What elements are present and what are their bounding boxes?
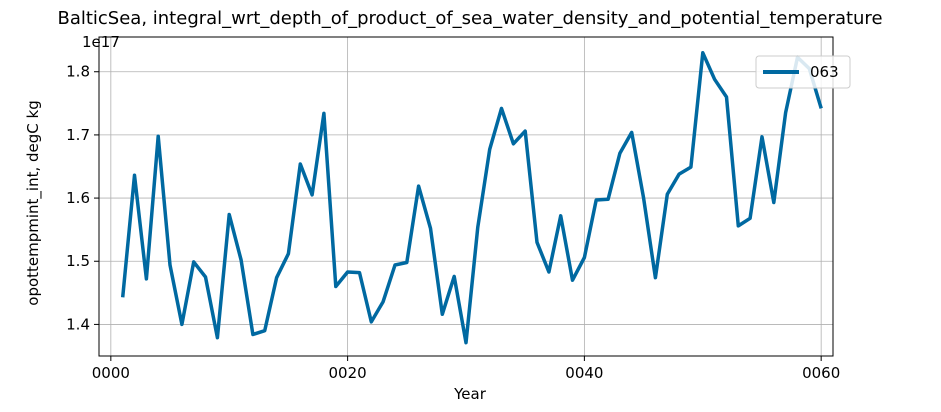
plot-frame [98,36,834,357]
y-tick-label: 1.8 [66,63,90,81]
y-axis-offset-label: 1e17 [82,33,120,51]
y-tick-label: 1.7 [66,126,90,144]
y-tick-label: 1.4 [66,315,90,333]
x-axis-ticks: 0000 0020 0040 0060 [92,356,840,382]
legend-box [755,55,851,89]
x-axis-label: Year [453,385,487,403]
y-axis-ticks: 1.4 1.5 1.6 1.7 1.8 [66,63,99,333]
series-line-063 [120,51,823,345]
x-tick-label: 0040 [565,364,603,382]
y-tick-label: 1.5 [66,252,90,270]
chart-title: BalticSea, integral_wrt_depth_of_product… [57,8,882,29]
legend-entry-063: 063 [810,63,839,81]
y-axis-label: opottempmint_int, degC kg [24,100,43,305]
plot-area [120,51,823,345]
gridlines [99,37,833,356]
x-tick-label: 0000 [92,364,130,382]
y-tick-label: 1.6 [66,189,90,207]
legend: 063 [755,55,851,89]
x-tick-label: 0060 [802,364,840,382]
x-tick-label: 0020 [329,364,367,382]
